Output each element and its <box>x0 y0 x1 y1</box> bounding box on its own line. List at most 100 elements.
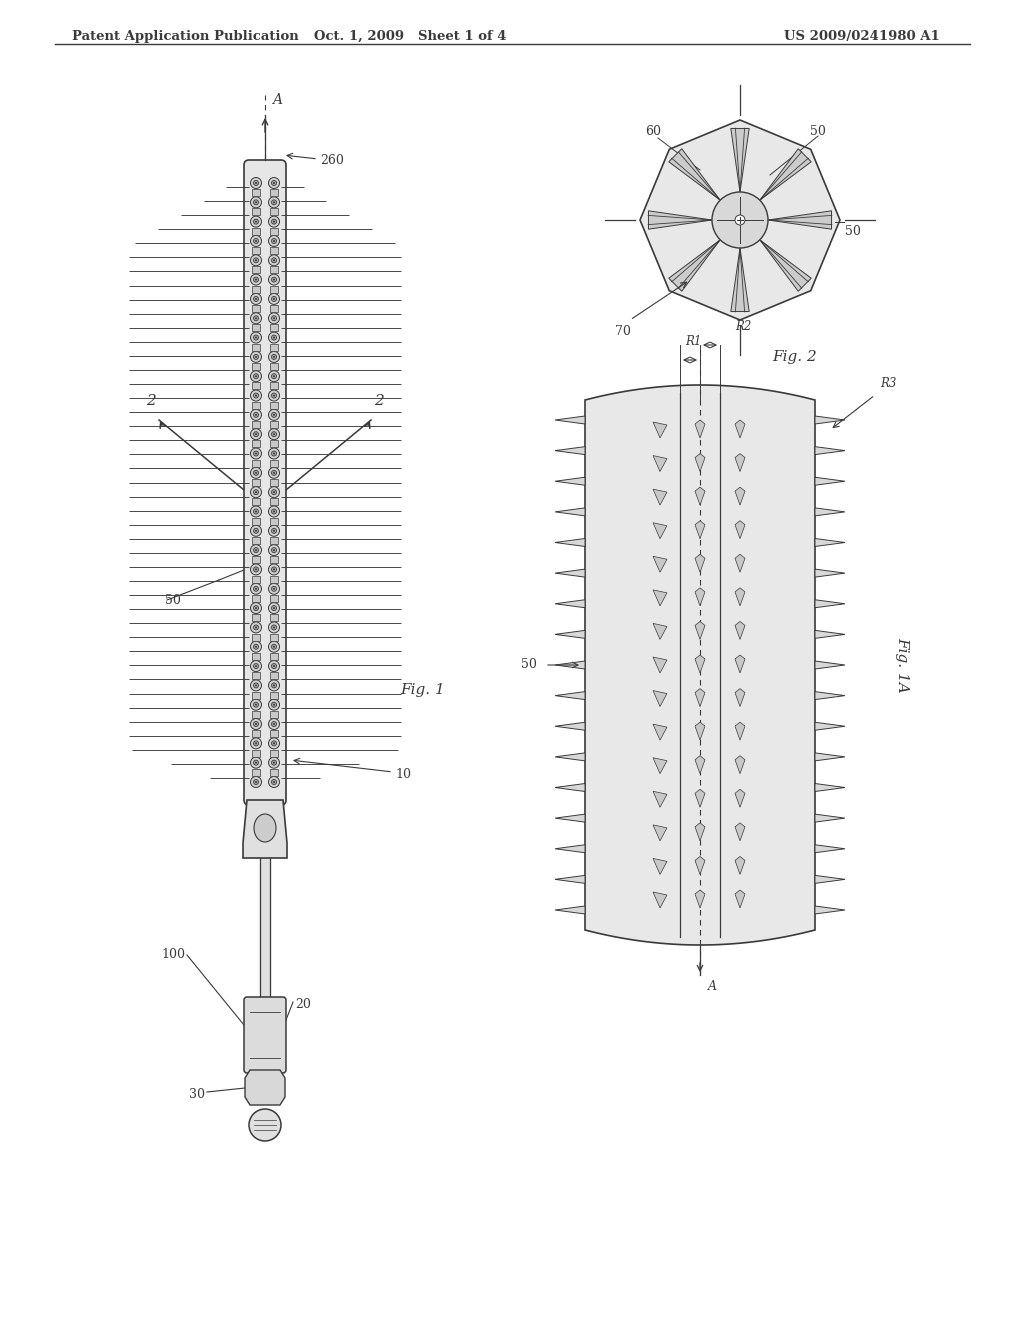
Text: Patent Application Publication: Patent Application Publication <box>72 30 299 44</box>
Polygon shape <box>735 587 745 606</box>
Circle shape <box>273 279 275 281</box>
Circle shape <box>273 202 275 203</box>
Circle shape <box>271 722 276 726</box>
FancyBboxPatch shape <box>270 325 278 331</box>
Circle shape <box>254 760 258 766</box>
Circle shape <box>271 548 276 553</box>
FancyBboxPatch shape <box>252 730 260 737</box>
Circle shape <box>712 191 768 248</box>
FancyBboxPatch shape <box>252 672 260 680</box>
Circle shape <box>254 624 258 630</box>
Circle shape <box>251 216 261 227</box>
Circle shape <box>251 351 261 363</box>
Circle shape <box>254 664 258 668</box>
FancyBboxPatch shape <box>252 692 260 698</box>
Polygon shape <box>555 722 585 730</box>
Circle shape <box>255 723 257 725</box>
Circle shape <box>251 680 261 690</box>
Polygon shape <box>815 661 845 669</box>
FancyBboxPatch shape <box>252 537 260 544</box>
Circle shape <box>273 317 275 319</box>
Circle shape <box>271 199 276 205</box>
Circle shape <box>271 644 276 649</box>
Polygon shape <box>695 890 705 908</box>
FancyBboxPatch shape <box>270 383 278 389</box>
Circle shape <box>268 467 280 478</box>
Circle shape <box>255 471 257 474</box>
FancyBboxPatch shape <box>252 517 260 524</box>
Circle shape <box>255 665 257 667</box>
Circle shape <box>254 510 258 513</box>
Circle shape <box>255 587 257 590</box>
Text: Fig. 1: Fig. 1 <box>400 682 444 697</box>
Circle shape <box>271 780 276 784</box>
Polygon shape <box>695 587 705 606</box>
Circle shape <box>254 528 258 533</box>
Circle shape <box>251 487 261 498</box>
Circle shape <box>255 240 257 242</box>
Polygon shape <box>695 689 705 706</box>
FancyBboxPatch shape <box>252 343 260 351</box>
Circle shape <box>251 177 261 189</box>
Circle shape <box>254 412 258 417</box>
Circle shape <box>251 429 261 440</box>
Polygon shape <box>653 455 667 471</box>
Polygon shape <box>669 240 720 292</box>
Polygon shape <box>640 120 840 319</box>
Circle shape <box>268 660 280 672</box>
Circle shape <box>273 742 275 744</box>
Polygon shape <box>735 655 745 673</box>
Circle shape <box>251 525 261 536</box>
Circle shape <box>273 704 275 706</box>
Polygon shape <box>735 487 745 506</box>
Circle shape <box>273 356 275 358</box>
Polygon shape <box>815 416 845 424</box>
Circle shape <box>268 371 280 381</box>
Polygon shape <box>815 631 845 639</box>
Circle shape <box>273 607 275 609</box>
Circle shape <box>254 315 258 321</box>
Circle shape <box>273 220 275 223</box>
Circle shape <box>254 702 258 708</box>
Text: 2: 2 <box>146 393 156 408</box>
Polygon shape <box>815 569 845 577</box>
FancyBboxPatch shape <box>252 634 260 640</box>
Text: A: A <box>708 979 717 993</box>
Circle shape <box>254 780 258 784</box>
Circle shape <box>273 453 275 454</box>
Circle shape <box>251 642 261 652</box>
Polygon shape <box>815 752 845 760</box>
FancyBboxPatch shape <box>270 285 278 293</box>
Circle shape <box>254 548 258 553</box>
Polygon shape <box>669 149 720 201</box>
Circle shape <box>271 451 276 455</box>
FancyBboxPatch shape <box>270 441 278 447</box>
Circle shape <box>254 568 258 572</box>
Text: R1: R1 <box>685 335 701 348</box>
Circle shape <box>268 409 280 420</box>
Circle shape <box>255 395 257 396</box>
Circle shape <box>271 315 276 321</box>
Circle shape <box>255 182 257 183</box>
Circle shape <box>273 762 275 764</box>
Circle shape <box>271 682 276 688</box>
Circle shape <box>271 624 276 630</box>
FancyBboxPatch shape <box>244 997 286 1073</box>
Circle shape <box>268 738 280 748</box>
Circle shape <box>268 389 280 401</box>
Polygon shape <box>653 758 667 774</box>
Polygon shape <box>735 520 745 539</box>
Circle shape <box>268 429 280 440</box>
Circle shape <box>255 627 257 628</box>
Polygon shape <box>815 539 845 546</box>
Circle shape <box>251 293 261 305</box>
Circle shape <box>273 433 275 436</box>
Circle shape <box>268 525 280 536</box>
Circle shape <box>254 277 258 282</box>
Circle shape <box>271 257 276 263</box>
FancyBboxPatch shape <box>252 459 260 467</box>
Text: A: A <box>272 92 282 107</box>
Polygon shape <box>815 875 845 883</box>
Text: Oct. 1, 2009   Sheet 1 of 4: Oct. 1, 2009 Sheet 1 of 4 <box>313 30 506 44</box>
Circle shape <box>249 1109 281 1140</box>
